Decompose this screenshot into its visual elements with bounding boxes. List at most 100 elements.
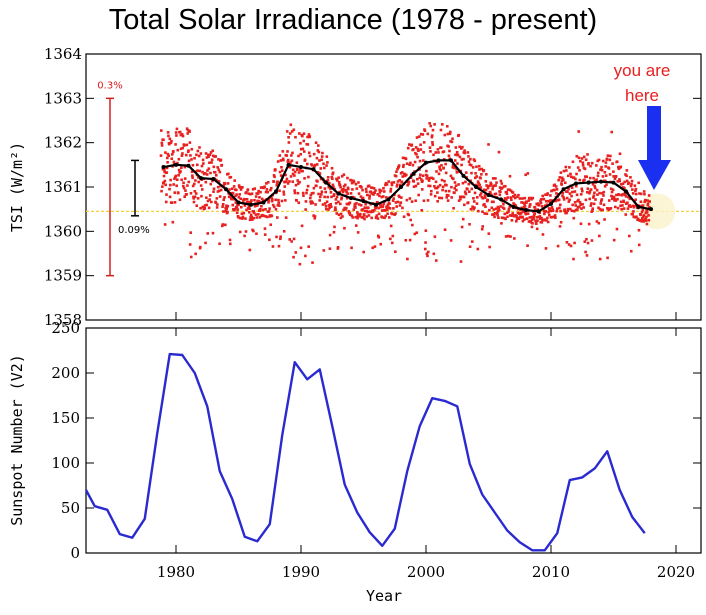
tsi-daily-point — [216, 166, 219, 169]
tsi-daily-point — [267, 210, 271, 213]
x-axis-label: Year — [366, 587, 402, 605]
tsi-daily-point — [391, 234, 395, 238]
tsi-daily-point — [553, 214, 557, 217]
tsi-daily-point — [629, 176, 632, 179]
tsi-daily-point — [617, 167, 621, 171]
tsi-daily-point — [565, 169, 568, 172]
tsi-daily-point — [183, 165, 187, 169]
tsi-daily-point — [538, 215, 542, 218]
tsi-daily-point — [326, 161, 329, 164]
tsi-daily-point — [621, 193, 625, 196]
tsi-daily-point — [296, 191, 300, 195]
tsi-daily-point — [645, 222, 649, 226]
tsi-daily-point — [321, 203, 325, 206]
tsi-daily-point — [387, 180, 390, 183]
tsi-daily-point — [586, 241, 590, 245]
tsi-daily-point — [626, 201, 629, 205]
tsi-daily-point — [544, 247, 548, 250]
tsi-daily-point — [375, 215, 378, 219]
tsi-daily-point — [165, 166, 169, 170]
tsi-daily-point — [304, 208, 307, 211]
tsi-daily-point — [407, 182, 410, 186]
tsi-daily-point — [637, 243, 641, 247]
tsi-daily-point — [312, 152, 316, 156]
tsi-daily-point — [467, 190, 471, 193]
tsi-daily-point — [477, 209, 480, 213]
tsi-daily-point — [380, 209, 384, 212]
tsi-daily-point — [504, 184, 507, 188]
tsi-daily-point — [316, 149, 320, 152]
tsi-daily-point — [271, 203, 275, 207]
tsi-daily-point — [194, 192, 198, 195]
tsi-daily-point — [604, 174, 608, 177]
tsi-daily-point — [301, 134, 304, 138]
tsi-daily-point — [583, 240, 587, 243]
tsi-daily-point — [469, 207, 473, 211]
tsi-daily-point — [209, 151, 213, 154]
tsi-daily-point — [462, 195, 466, 199]
tsi-daily-point — [464, 192, 468, 196]
tsi-daily-point — [591, 182, 595, 186]
tsi-daily-point — [435, 160, 439, 164]
tsi-daily-point — [197, 180, 200, 184]
tsi-daily-point — [352, 179, 355, 183]
tsi-daily-point — [254, 213, 258, 216]
tsi-daily-point — [641, 218, 644, 222]
tsi-daily-point — [388, 202, 391, 206]
tsi-daily-point — [505, 190, 508, 194]
tsi-daily-point — [330, 195, 333, 199]
tsi-daily-point — [370, 192, 374, 195]
tsi-daily-point — [195, 153, 198, 157]
tsi-daily-point — [302, 132, 306, 135]
tsi-daily-point — [364, 206, 367, 210]
tsi-daily-point — [408, 197, 412, 200]
tsi-daily-point — [208, 161, 211, 165]
tsi-daily-point — [451, 164, 455, 167]
tsi-daily-point — [186, 184, 189, 187]
tsi-daily-point — [317, 150, 321, 154]
tsi-daily-point — [355, 202, 358, 205]
tsi-daily-point — [430, 176, 433, 180]
tsi-daily-point — [206, 232, 210, 235]
tsi-daily-point — [574, 204, 577, 207]
tsi-daily-point — [601, 175, 605, 178]
tsi-daily-point — [452, 206, 455, 210]
tsi-daily-point — [550, 215, 554, 219]
tsi-daily-point — [350, 214, 354, 218]
tsi-daily-point — [322, 162, 325, 166]
tsi-daily-point — [592, 202, 596, 206]
tsi-daily-point — [417, 193, 420, 197]
tsi-daily-point — [581, 189, 584, 193]
tsi-daily-point — [524, 212, 528, 216]
tsi-daily-point — [285, 130, 289, 133]
tsi-daily-point — [494, 207, 498, 211]
tsi-daily-point — [431, 143, 434, 147]
tsi-daily-point — [278, 189, 281, 193]
tsi-daily-point — [392, 207, 395, 210]
tsi-daily-point — [566, 190, 569, 194]
tsi-daily-point — [201, 158, 205, 162]
tsi-daily-point — [640, 204, 643, 208]
tsi-daily-point — [424, 229, 428, 232]
tsi-daily-point — [239, 188, 243, 191]
tsi-daily-point — [453, 181, 457, 184]
tsi-daily-point — [168, 195, 172, 199]
tsi-daily-point — [170, 201, 174, 205]
tsi-daily-point — [450, 196, 453, 199]
tsi-daily-point — [200, 164, 204, 168]
tsi-daily-point — [392, 181, 396, 184]
tsi-daily-point — [328, 181, 331, 185]
tsi-daily-point — [170, 157, 174, 161]
tsi-daily-point — [301, 169, 304, 173]
tsi-daily-point — [288, 132, 292, 135]
tsi-daily-point — [276, 203, 280, 207]
tsi-daily-point — [326, 179, 330, 182]
tsi-daily-point — [491, 185, 495, 188]
tsi-daily-point — [450, 140, 454, 144]
tsi-daily-point — [508, 214, 512, 217]
tsi-daily-point — [218, 189, 221, 193]
tsi-daily-point — [234, 201, 238, 204]
tsi-daily-point — [479, 176, 482, 180]
tsi-mean-point — [636, 204, 641, 209]
tsi-daily-point — [391, 212, 394, 216]
